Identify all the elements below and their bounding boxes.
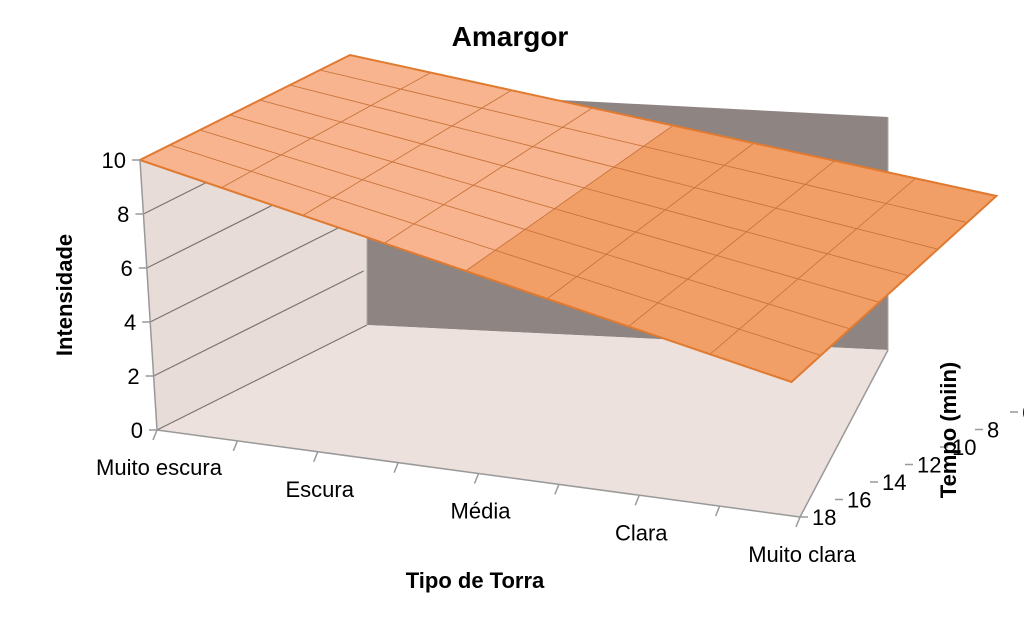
chart-title: Amargor — [452, 21, 569, 52]
tempo-tick-label: 12 — [917, 453, 941, 478]
z-gridline — [149, 216, 361, 323]
z-axis-line — [139, 159, 158, 431]
x-tick — [795, 516, 801, 528]
z-tick-label: 10 — [102, 148, 126, 173]
z-tick-label: 0 — [131, 418, 143, 443]
x-tick — [232, 440, 239, 452]
x-tick-label: Muito clara — [748, 542, 856, 567]
tempo-tick-label: 14 — [882, 470, 906, 495]
x-tick — [152, 429, 158, 441]
z-axis-title: Intensidade — [52, 234, 77, 356]
z-tick-label: 4 — [124, 310, 136, 335]
tempo-tick-label: 16 — [847, 488, 871, 513]
z-tick-label: 8 — [117, 202, 129, 227]
x-tick — [554, 484, 560, 495]
x-axis-title: Tipo de Torra — [406, 568, 545, 593]
x-tick-label: Muito escura — [96, 455, 223, 480]
x-tick — [714, 505, 721, 517]
tempo-axis-title: Tempo (miin) — [936, 362, 961, 498]
x-tick-labels: Muito escura Escura Média Clara Muito clara — [96, 455, 857, 567]
x-tick-label: Escura — [286, 477, 355, 502]
surface-outline — [137, 53, 999, 384]
tempo-tick-label: 8 — [987, 418, 999, 443]
x-tick — [313, 451, 319, 463]
depth-axis-line — [799, 349, 889, 518]
z-tick-label: 6 — [121, 256, 133, 281]
floor — [157, 325, 888, 517]
x-tick-label: Clara — [615, 520, 668, 545]
surface-mesh — [137, 53, 999, 384]
x-tick — [393, 462, 399, 473]
tempo-tick-labels: 68 10 12 14 16 18 — [812, 400, 1024, 530]
axis-ticks — [132, 159, 1018, 528]
x-tick — [634, 494, 640, 506]
z-gridline — [156, 324, 368, 431]
z-tick-labels: 0 2 4 6 8 10 — [102, 148, 143, 443]
z-tick-label: 2 — [127, 364, 139, 389]
z-gridline — [153, 270, 364, 377]
x-tick — [473, 473, 480, 484]
tempo-tick-label: 10 — [952, 435, 976, 460]
tempo-tick-label: 18 — [812, 505, 836, 530]
x-tick-label: Média — [451, 499, 512, 524]
tempo-tick-label: 6 — [1022, 400, 1024, 425]
